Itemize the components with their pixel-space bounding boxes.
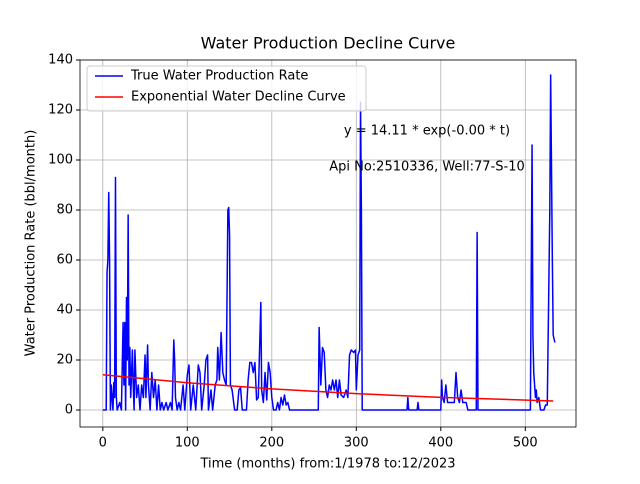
y-tick-label: 20 [56, 353, 73, 368]
chart-title: Water Production Decline Curve [201, 34, 456, 53]
y-tick-label: 60 [56, 253, 73, 268]
legend-label: True Water Production Rate [130, 69, 308, 84]
x-tick-label: 0 [99, 436, 107, 451]
y-tick-label: 40 [56, 303, 73, 318]
legend-label: Exponential Water Decline Curve [131, 90, 346, 105]
x-tick-label: 100 [175, 436, 200, 451]
y-axis-label: Water Production Rate (bbl/month) [24, 130, 39, 357]
y-tick-label: 100 [48, 153, 73, 168]
x-tick-label: 400 [428, 436, 453, 451]
plot-frame [79, 59, 577, 428]
y-tick-label: 80 [56, 203, 73, 218]
legend: True Water Production Rate Exponential Wa… [86, 65, 367, 112]
x-tick-label: 200 [259, 436, 284, 451]
annotation: y = 14.11 * exp(-0.00 * t) [344, 124, 510, 139]
x-tick-label: 500 [513, 436, 538, 451]
x-axis-label: Time (months) from:1/1978 to:12/2023 [199, 457, 455, 472]
y-tick-label: 140 [48, 53, 73, 68]
y-tick-label: 0 [65, 403, 73, 418]
series-line [102, 74, 556, 411]
series-line [102, 373, 554, 402]
annotation: Api No:2510336, Well:77-S-10 [329, 160, 525, 175]
legend-box [86, 65, 367, 112]
y-tick-label: 120 [48, 103, 73, 118]
x-tick-label: 300 [344, 436, 369, 451]
